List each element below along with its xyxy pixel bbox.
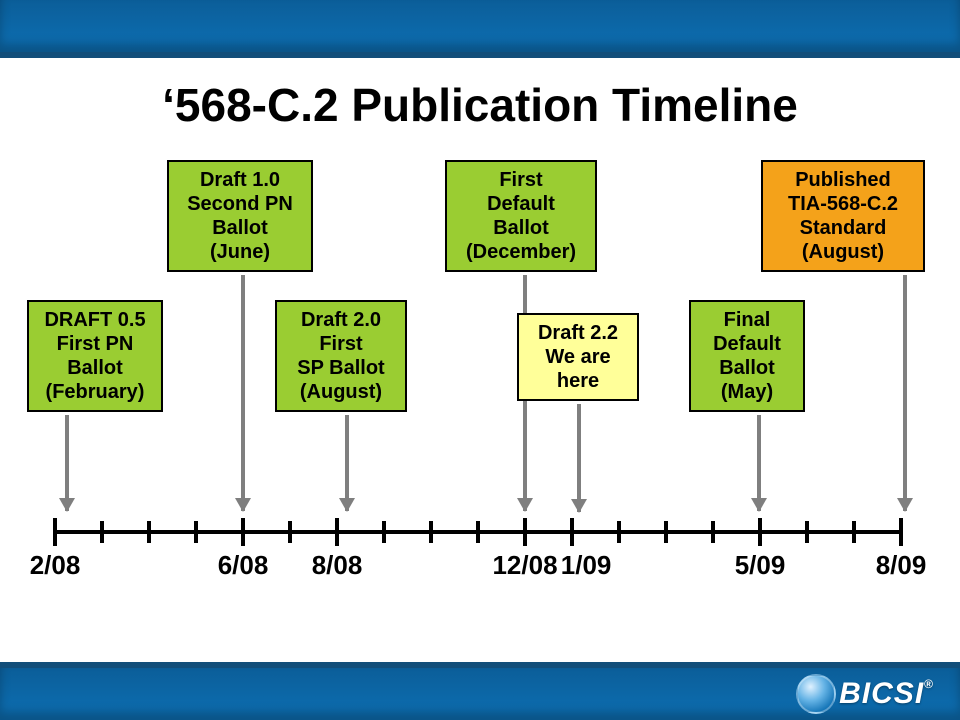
- axis-tick: [100, 521, 104, 543]
- axis-label: 8/08: [312, 550, 363, 581]
- event-box-draft10: Draft 1.0 Second PN Ballot (June): [167, 160, 313, 272]
- event-box-draft20: Draft 2.0 First SP Ballot (August): [275, 300, 407, 412]
- timeline-diagram: 2/086/088/0812/081/095/098/09DRAFT 0.5 F…: [45, 150, 915, 620]
- axis-label: 6/08: [218, 550, 269, 581]
- event-arrow-final_default: [757, 415, 761, 511]
- axis-tick: [523, 518, 527, 546]
- axis-tick: [241, 518, 245, 546]
- axis-label: 1/09: [561, 550, 612, 581]
- axis-tick: [570, 518, 574, 546]
- axis-label: 5/09: [735, 550, 786, 581]
- event-arrow-draft10: [241, 275, 245, 511]
- axis-label: 8/09: [876, 550, 927, 581]
- event-box-first_default: First Default Ballot (December): [445, 160, 597, 272]
- bicsi-logo: BICSI®: [796, 672, 934, 716]
- event-box-final_default: Final Default Ballot (May): [689, 300, 805, 412]
- event-box-draft22: Draft 2.2 We are here: [517, 313, 639, 401]
- header-banner: [0, 0, 960, 52]
- axis-tick: [664, 521, 668, 543]
- axis-tick: [288, 521, 292, 543]
- axis-label: 12/08: [492, 550, 557, 581]
- axis-tick: [53, 518, 57, 546]
- event-box-published: Published TIA-568-C.2 Standard (August): [761, 160, 925, 272]
- axis-tick: [147, 521, 151, 543]
- axis-tick: [476, 521, 480, 543]
- axis-tick: [805, 521, 809, 543]
- axis-tick: [194, 521, 198, 543]
- event-arrow-draft22: [577, 404, 581, 512]
- axis-label: 2/08: [30, 550, 81, 581]
- page-title: ‘568-C.2 Publication Timeline: [0, 78, 960, 132]
- axis-tick: [758, 518, 762, 546]
- axis-tick: [335, 518, 339, 546]
- event-arrow-draft05: [65, 415, 69, 511]
- event-arrow-draft20: [345, 415, 349, 511]
- event-arrow-published: [903, 275, 907, 511]
- globe-icon: [796, 674, 836, 714]
- event-box-draft05: DRAFT 0.5 First PN Ballot (February): [27, 300, 163, 412]
- axis-tick: [617, 521, 621, 543]
- axis-tick: [852, 521, 856, 543]
- axis-tick: [382, 521, 386, 543]
- axis-tick: [899, 518, 903, 546]
- axis-tick: [711, 521, 715, 543]
- footer-banner: BICSI®: [0, 668, 960, 720]
- footer-stripe: [0, 662, 960, 668]
- header-stripe: [0, 52, 960, 58]
- axis-tick: [429, 521, 433, 543]
- logo-text: BICSI®: [839, 677, 934, 711]
